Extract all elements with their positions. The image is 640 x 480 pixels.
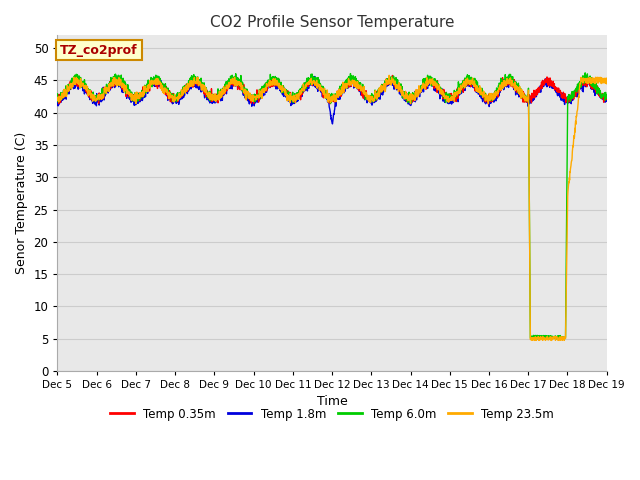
Title: CO2 Profile Sensor Temperature: CO2 Profile Sensor Temperature xyxy=(210,15,454,30)
Y-axis label: Senor Temperature (C): Senor Temperature (C) xyxy=(15,132,28,274)
X-axis label: Time: Time xyxy=(317,396,348,408)
Legend: Temp 0.35m, Temp 1.8m, Temp 6.0m, Temp 23.5m: Temp 0.35m, Temp 1.8m, Temp 6.0m, Temp 2… xyxy=(106,403,559,425)
Text: TZ_co2prof: TZ_co2prof xyxy=(60,44,138,57)
